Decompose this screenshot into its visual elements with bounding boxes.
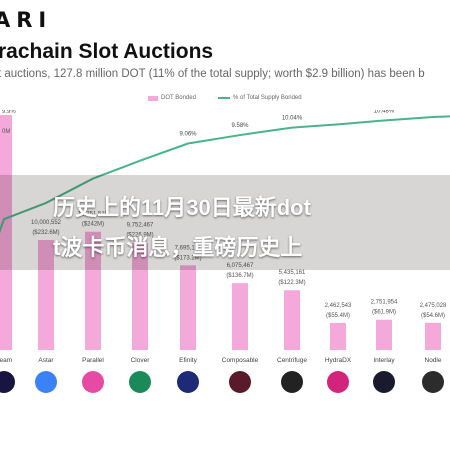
moonbeam-logo-icon xyxy=(0,371,15,393)
bar-hydradx xyxy=(330,322,346,350)
bar-centrifuge xyxy=(284,290,300,350)
category-label: Efinity xyxy=(179,357,197,364)
interlay-logo-icon xyxy=(373,371,395,393)
centrifuge-logo-icon xyxy=(281,371,303,393)
bar-astar xyxy=(38,240,54,350)
astar-logo-icon xyxy=(35,371,57,393)
bar-value-label: 9,752,467 xyxy=(127,223,154,229)
total-supply-bonded-line xyxy=(0,115,450,234)
bar-usd-label: ($226.9M) xyxy=(126,233,153,239)
bar-interlay xyxy=(376,319,392,350)
legend-bar-label: DOT Bonded xyxy=(161,95,196,101)
bar-line-chart: beam 10,000,552 ($232.6M) Astar 10,751,519 ($… xyxy=(0,110,450,364)
category-label: beam xyxy=(0,357,12,364)
line-point-label: 10.48% xyxy=(374,110,395,114)
headline-banner-overlay xyxy=(0,175,450,270)
bar-usd-label: ($55.4M) xyxy=(326,313,350,319)
bar-value-label: 10,000,552 xyxy=(31,220,62,226)
bar-value-label: 7,695,171 xyxy=(175,245,202,251)
bar-usd-label: ($136.7M) xyxy=(226,273,253,279)
bar-clover xyxy=(132,242,148,350)
category-label: Interlay xyxy=(373,357,395,364)
page-title: rachain Slot Auctions xyxy=(0,40,214,63)
line-point-label: 10.69% xyxy=(423,110,444,111)
left-axis-label-1: 9.9% xyxy=(2,110,16,115)
brand-title: ARI xyxy=(0,8,53,32)
bar-parallel xyxy=(85,231,101,350)
left-axis-label-2: 0M xyxy=(2,129,10,135)
bar-usd-label: ($173.2M) xyxy=(174,255,201,261)
page-subtitle: t auctions, 127.8 million DOT (11% of th… xyxy=(0,68,425,80)
bar-usd-label: ($232.6M) xyxy=(32,230,59,236)
category-label: Astar xyxy=(38,357,54,364)
category-label: Clover xyxy=(131,357,151,364)
bar-beam xyxy=(0,115,12,350)
page-bottom-blank xyxy=(0,405,450,450)
composable-logo-icon xyxy=(229,371,251,393)
parallel-logo-icon xyxy=(82,371,104,393)
bar-value-label: 2,475,028 xyxy=(420,303,447,309)
legend-line-label: % of Total Supply Bonded xyxy=(233,95,302,101)
legend-item-dot-bonded: DOT Bonded xyxy=(148,95,196,101)
bar-value-label: 6,075,467 xyxy=(227,263,254,269)
chart-legend: DOT Bonded % of Total Supply Bonded xyxy=(0,95,450,109)
bar-value-label: 2,751,954 xyxy=(371,300,398,306)
bar-value-label: 2,462,543 xyxy=(325,303,352,309)
bar-value-label: 5,435,161 xyxy=(279,270,306,276)
bar-nodle xyxy=(425,322,441,350)
line-point-label: 9.58% xyxy=(231,123,249,129)
legend-bar-swatch xyxy=(148,95,158,101)
bar-usd-label: ($61.9M) xyxy=(372,310,396,316)
category-label: Composable xyxy=(222,357,259,364)
bar-usd-label: ($122.3M) xyxy=(278,280,305,286)
line-point-label: 9.06% xyxy=(179,131,197,137)
legend-line-swatch xyxy=(218,97,230,99)
project-logos-row xyxy=(0,367,450,401)
category-label: Centrifuge xyxy=(277,357,307,364)
category-label: HydraDX xyxy=(325,357,352,364)
bar-usd-label: ($54.6M) xyxy=(421,313,445,319)
line-point-label: 10.04% xyxy=(282,116,303,122)
efinity-logo-icon xyxy=(177,371,199,393)
category-label: Parallel xyxy=(82,357,104,364)
nodle-logo-icon xyxy=(422,371,444,393)
category-label: Nodle xyxy=(425,357,442,364)
bar-composable xyxy=(232,283,248,350)
clover-logo-icon xyxy=(129,371,151,393)
headline-line-2: t波卡币消息，重磅历史上 xyxy=(53,235,303,260)
legend-item-total-supply: % of Total Supply Bonded xyxy=(218,95,302,101)
hydradx-logo-icon xyxy=(327,371,349,393)
bar-usd-label: ($242M) xyxy=(82,222,104,228)
headline-line-1: 历史上的11月30日最新dot xyxy=(53,195,311,220)
bar-value-label: 10,751,519 xyxy=(78,212,109,218)
bar-efinity xyxy=(180,265,196,350)
